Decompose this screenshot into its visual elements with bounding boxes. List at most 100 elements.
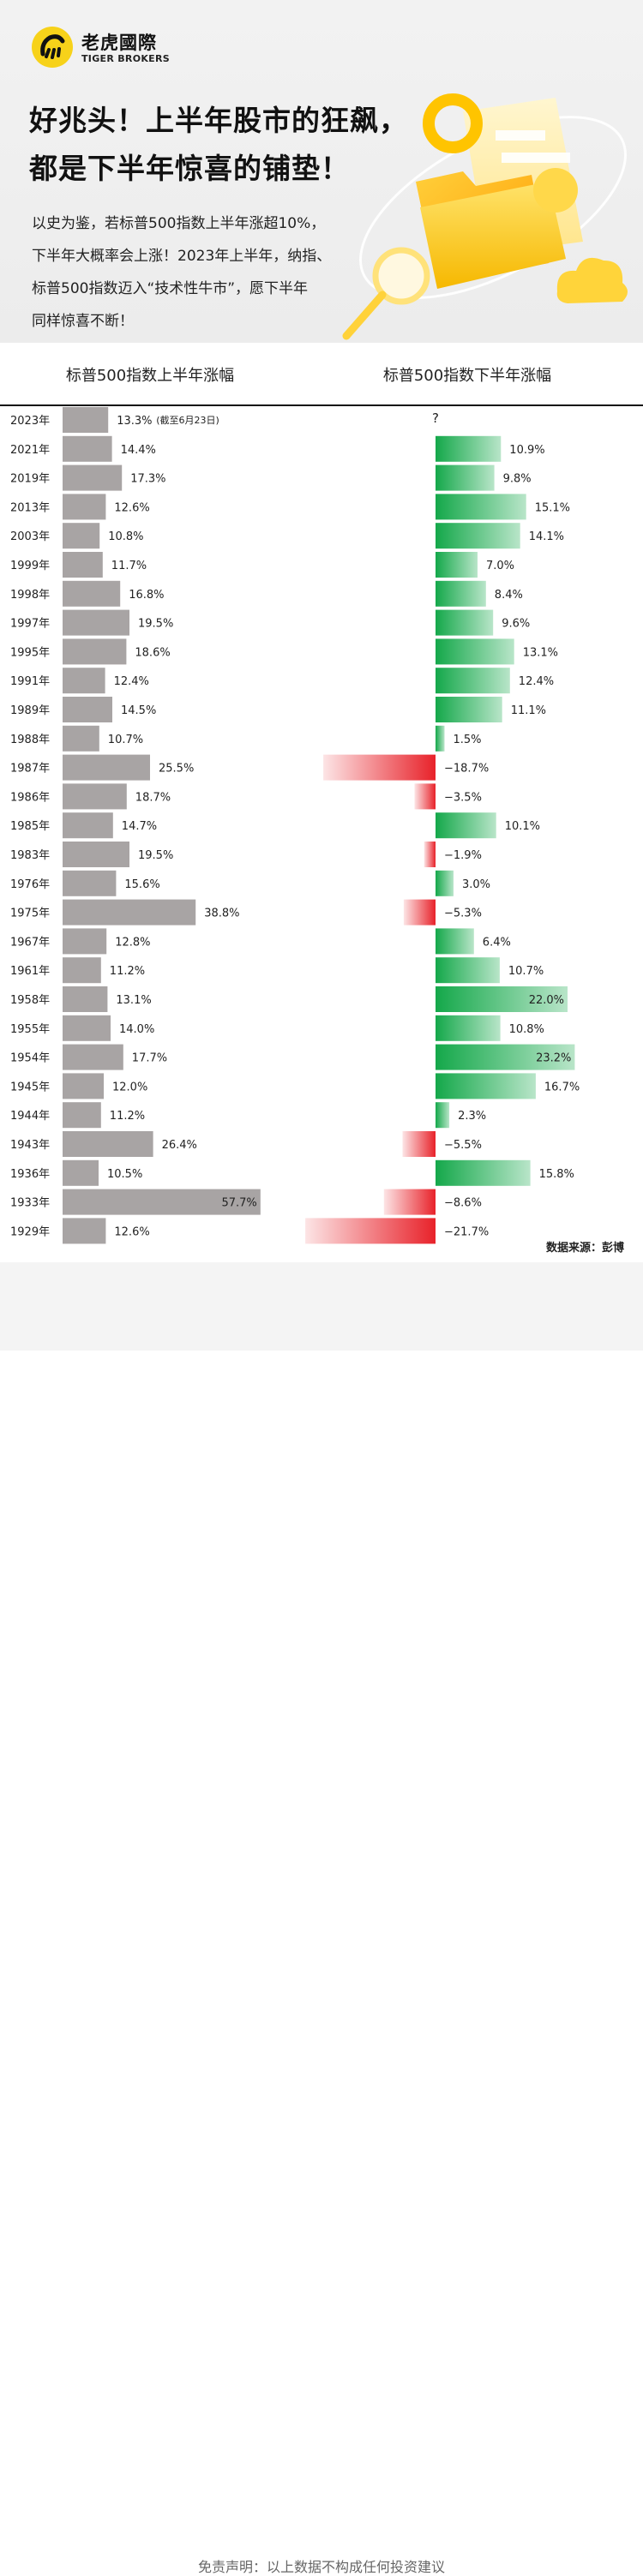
intro-line-1: 以史为鉴，若标普500指数上半年涨超10%， [32,215,326,232]
first-half-value-label: 13.3% [117,415,152,428]
first-half-bar [63,842,129,867]
first-half-bar [63,754,150,781]
first-half-bar [63,783,127,810]
first-half-bar [63,435,112,462]
second-half-loss-bar [403,899,436,926]
second-half-value-label: −3.5% [444,791,482,804]
second-half-unknown-label: ? [432,410,439,426]
left-column-title: 标普500指数上半年涨幅 [65,367,235,385]
first-half-value-label: 12.6% [114,1225,149,1238]
first-half-bar [63,899,196,926]
first-half-value-label: 14.0% [119,1023,154,1036]
second-half-gain-bar [436,580,486,607]
first-half-value-label: 12.6% [114,501,149,514]
year-label: 1997年 [10,618,50,631]
first-half-value-label: 10.8% [108,530,143,543]
year-label: 1975年 [10,908,50,920]
second-half-gain-bar [436,928,474,955]
year-label: 1945年 [10,1081,50,1093]
second-half-gain-bar [436,523,520,549]
year-label: 1954年 [10,1052,50,1065]
year-label: 1936年 [10,1168,50,1181]
first-half-bar [63,523,100,549]
first-half-value-label: 57.7% [221,1197,256,1210]
second-half-gain-bar [436,1073,536,1099]
first-half-bar [63,1218,106,1244]
second-half-loss-bar [323,754,436,781]
first-half-value-label: 13.1% [116,994,151,1007]
first-half-value-label: 14.7% [122,820,157,833]
year-label: 1958年 [10,994,50,1007]
first-half-value-label: 11.7% [111,560,147,572]
second-half-value-label: −5.3% [444,908,482,920]
second-half-value-label: 16.7% [544,1081,580,1093]
year-label: 1988年 [10,734,50,746]
first-half-bar [63,1015,111,1041]
headline-line-2: 都是下半年惊喜的铺垫！ [29,152,350,185]
first-half-value-label: 12.0% [112,1081,147,1093]
first-half-bar [63,725,99,752]
second-half-value-label: −8.6% [444,1197,482,1210]
second-half-value-label: 14.1% [529,530,564,543]
second-half-value-label: 9.8% [503,473,532,486]
first-half-bar [63,812,113,839]
second-half-value-label: 9.6% [502,618,530,631]
first-half-bar [63,1044,123,1070]
second-half-gain-bar [436,1102,450,1129]
magnifier-illustration [372,247,430,305]
year-label: 1943年 [10,1139,50,1152]
tiger-logo-icon [32,27,73,68]
second-half-value-label: 2.3% [458,1110,486,1123]
second-half-gain-bar [436,435,502,462]
second-half-value-label: −18.7% [444,763,489,776]
first-half-value-label: 16.8% [129,589,164,602]
brand-name-cn: 老虎國際 [81,33,157,53]
year-label: 1999年 [10,560,50,572]
first-half-bar [63,552,103,578]
brand-name-en: TIGER BROKERS [81,53,170,64]
second-half-gain-bar [436,609,494,636]
first-half-bar [63,870,117,896]
year-label: 2003年 [10,530,50,543]
year-label: 1991年 [10,675,50,688]
year-label: 1933年 [10,1197,50,1210]
year-label: 1929年 [10,1225,50,1238]
second-half-gain-bar [436,668,510,694]
first-half-value-label: 38.8% [204,908,239,920]
first-half-value-label: 10.7% [108,734,143,746]
year-label: 2023年 [10,415,50,428]
first-half-value-label: 12.4% [114,675,149,688]
footer: 免责声明：以上数据不构成任何投资建议 [0,1262,643,2575]
second-half-value-label: 10.9% [509,444,544,457]
second-half-gain-bar [436,957,500,984]
year-label: 1944年 [10,1110,50,1123]
second-half-gain-bar [436,870,454,896]
first-half-bar [63,407,109,433]
second-half-value-label: 8.4% [495,589,523,602]
second-half-gain-bar [436,638,514,665]
first-half-bar [63,928,107,955]
year-label: 1995年 [10,646,50,659]
first-half-bar [63,494,106,520]
year-label: 2019年 [10,473,50,486]
year-label: 1985年 [10,820,50,833]
second-half-gain-bar [436,812,496,839]
second-half-value-label: 23.2% [536,1052,571,1065]
first-half-bar [63,609,129,636]
second-half-value-label: −21.7% [444,1225,489,1238]
year-label: 1986年 [10,791,50,804]
first-half-value-label: 19.5% [138,849,173,862]
second-half-value-label: −5.5% [444,1139,482,1152]
second-half-loss-bar [383,1189,436,1215]
first-half-value-label: 10.5% [107,1168,142,1181]
second-half-value-label: 10.7% [508,965,544,978]
second-half-loss-bar [402,1131,436,1157]
first-half-value-label: 12.8% [115,936,150,949]
year-label: 2021年 [10,444,50,457]
second-half-value-label: 15.8% [539,1168,574,1181]
first-half-value-label: 11.2% [110,1110,145,1123]
year-label: 1989年 [10,704,50,717]
first-half-bar [63,957,101,984]
headline-line-1: 好兆头！上半年股市的狂飙， [29,104,408,137]
intro-line-4: 同样惊喜不断！ [32,313,134,330]
